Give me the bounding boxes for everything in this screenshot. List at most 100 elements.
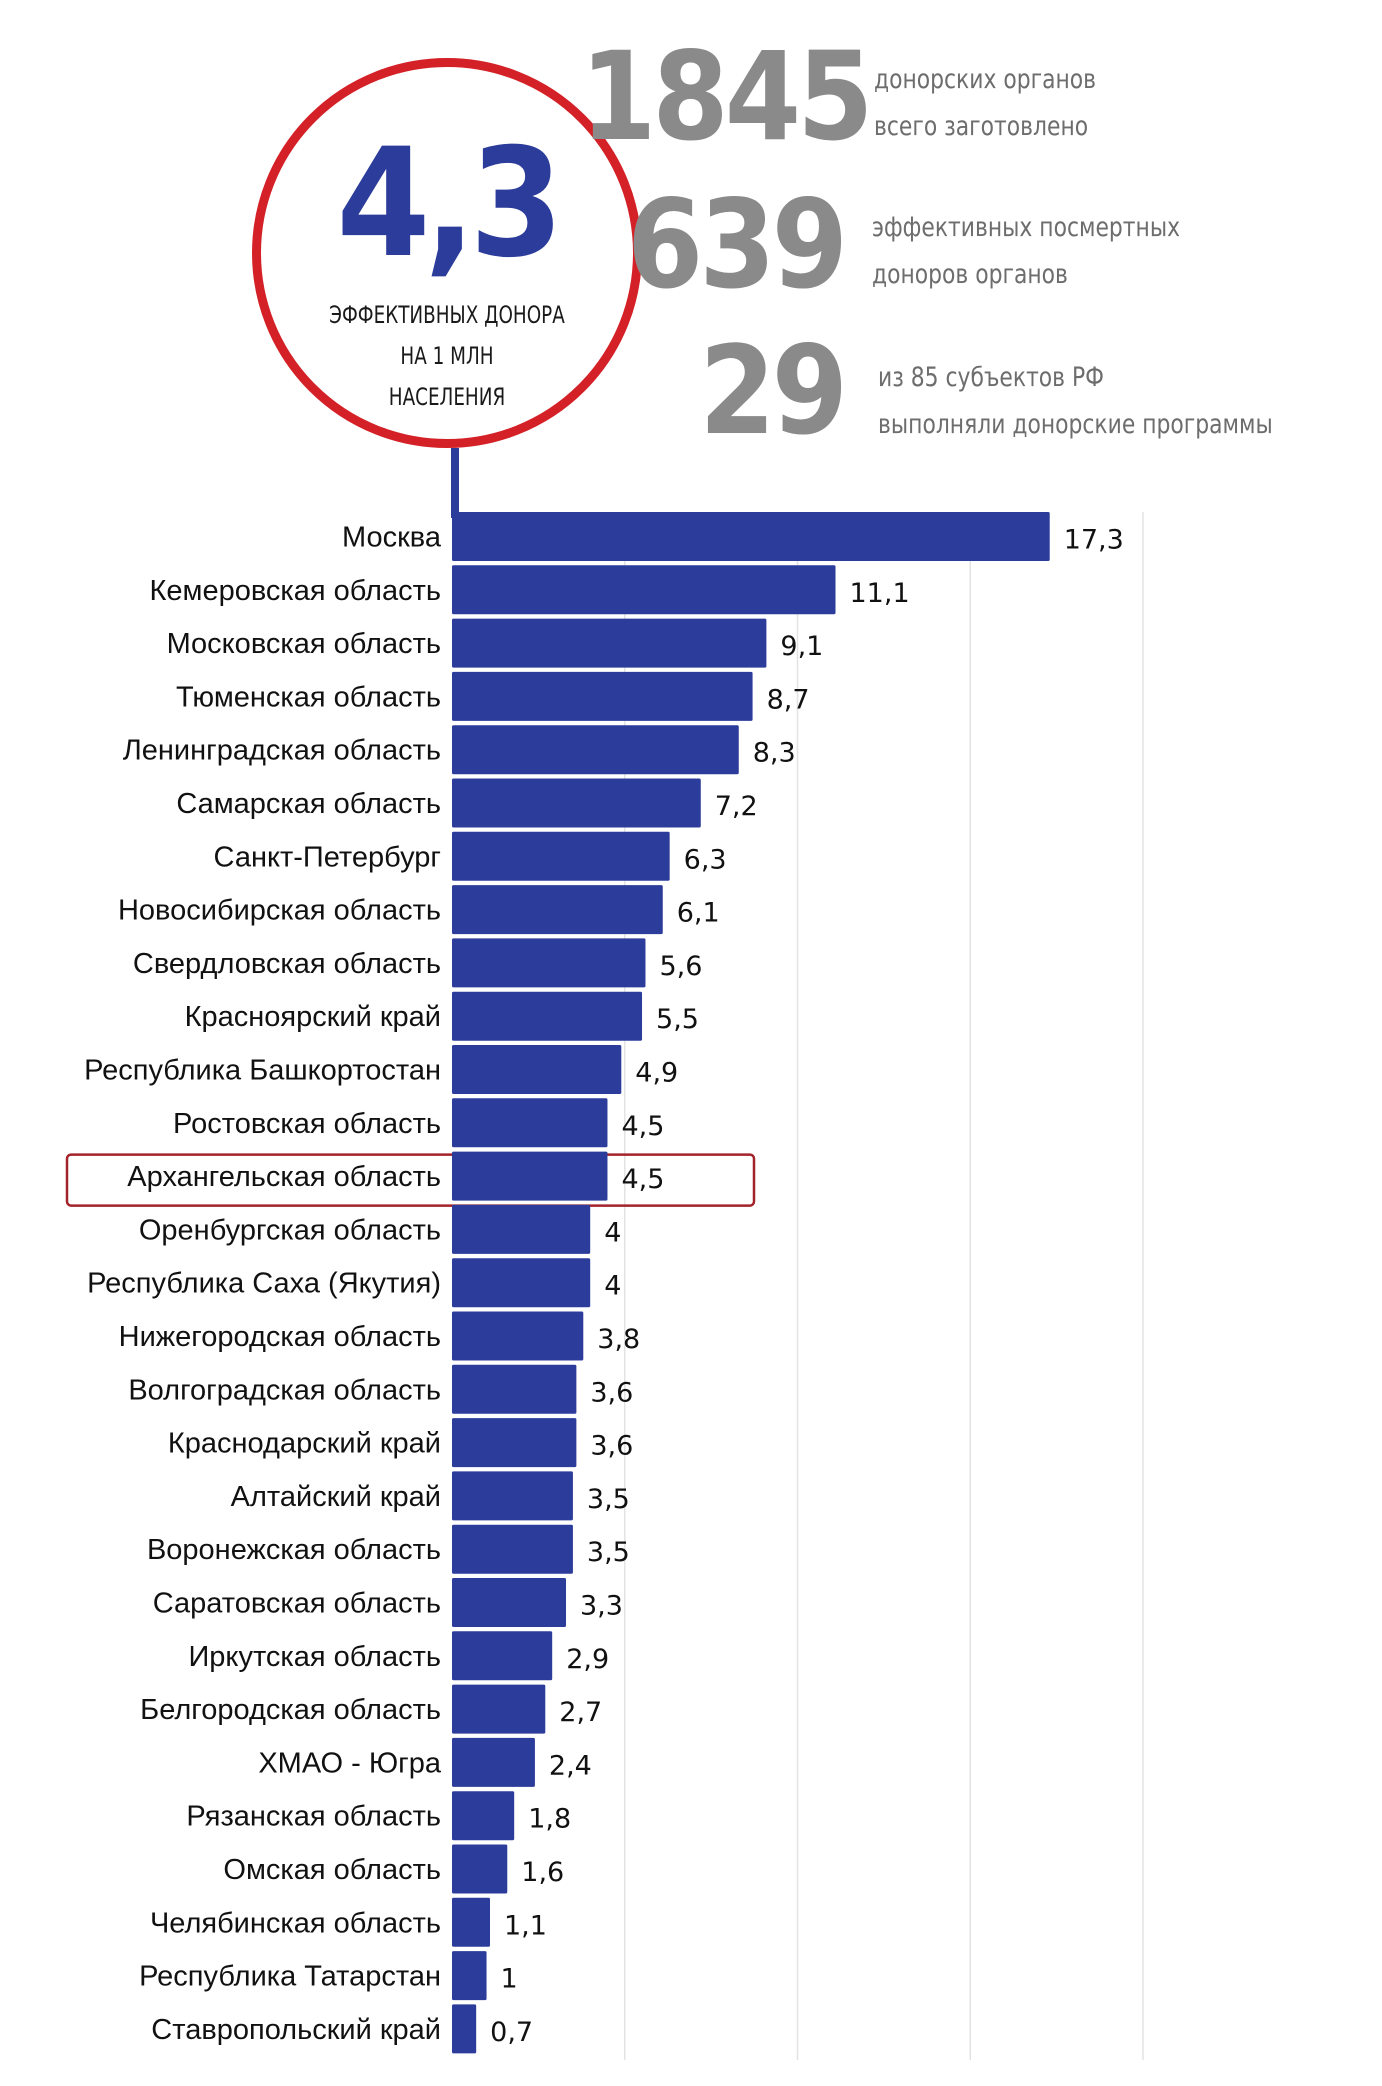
category-label: ХМАО - Югра	[258, 1747, 442, 1779]
category-label: Ставропольский край	[151, 2014, 441, 2046]
bar	[452, 618, 767, 668]
stat-line: донорских органов	[874, 64, 1097, 95]
bar	[452, 1311, 584, 1361]
category-label: Санкт-Петербург	[214, 841, 441, 873]
category-label: Ростовская область	[173, 1108, 441, 1140]
value-label: 3,6	[590, 1377, 633, 1408]
bar	[452, 831, 670, 881]
bar	[452, 938, 646, 988]
value-label: 1	[501, 1964, 518, 1995]
category-label: Республика Башкортостан	[84, 1055, 441, 1087]
headline-circle: 4,3 ЭФФЕКТИВНЫХ ДОНОРА НА 1 МЛН НАСЕЛЕНИ…	[252, 58, 642, 448]
value-label: 4,5	[621, 1111, 664, 1142]
bar	[452, 885, 663, 935]
bar	[452, 1418, 577, 1468]
value-label: 8,7	[767, 684, 810, 715]
category-label: Москва	[342, 522, 442, 554]
value-label: 11,1	[850, 578, 910, 609]
bar	[452, 512, 1050, 561]
stat-line: выполняли донорские программы	[878, 409, 1273, 440]
bar	[452, 1791, 515, 1841]
category-label: Волгоградская область	[128, 1374, 441, 1406]
value-label: 3,8	[597, 1324, 640, 1355]
stat-line: доноров органов	[872, 259, 1068, 290]
bar	[452, 1151, 608, 1201]
category-label: Челябинская область	[150, 1907, 441, 1939]
bar	[452, 2004, 477, 2054]
value-label: 7,2	[715, 791, 758, 822]
bar	[452, 1258, 591, 1308]
value-label: 3,6	[590, 1431, 633, 1462]
category-label: Самарская область	[176, 788, 441, 820]
bar	[452, 1844, 508, 1894]
value-label: 2,9	[566, 1644, 609, 1675]
category-label: Республика Татарстан	[139, 1961, 441, 1993]
value-label: 4,9	[635, 1058, 678, 1089]
bar	[452, 565, 836, 615]
value-label: 4	[604, 1271, 621, 1302]
bar	[452, 778, 701, 828]
stat-line: всего заготовлено	[874, 111, 1089, 142]
category-label: Новосибирская область	[118, 895, 441, 927]
bar	[452, 671, 753, 721]
bar	[452, 1045, 622, 1094]
stat-line: из 85 субъектов РФ	[878, 362, 1104, 393]
bar	[452, 1204, 591, 1254]
category-label: Свердловская область	[133, 948, 441, 980]
value-label: 6,3	[684, 844, 727, 875]
category-label: Нижегородская область	[119, 1321, 441, 1353]
value-label: 5,6	[659, 951, 702, 982]
circle-connector-line	[451, 448, 459, 518]
bar	[452, 725, 739, 775]
headline-value: 4,3	[336, 117, 563, 291]
highlight-box	[65, 1153, 756, 1207]
category-label: Архангельская область	[127, 1161, 441, 1193]
headline-caption: ЭФФЕКТИВНЫХ ДОНОРА НА 1 МЛН НАСЕЛЕНИЯ	[261, 295, 633, 418]
bar	[452, 1471, 573, 1521]
category-label: Алтайский край	[231, 1481, 441, 1513]
headline-caption-line: ЭФФЕКТИВНЫХ ДОНОРА	[329, 301, 565, 329]
value-label: 1,6	[521, 1857, 564, 1888]
category-label: Республика Саха (Якутия)	[87, 1268, 441, 1300]
category-label: Ленинградская область	[123, 735, 441, 767]
bar	[452, 1631, 553, 1681]
stat-text-regions: из 85 субъектов РФ выполняли донорские п…	[878, 354, 1273, 448]
category-label: Тюменская область	[176, 681, 441, 713]
value-label: 3,5	[587, 1484, 630, 1515]
bar	[452, 1578, 567, 1627]
category-label: Саратовская область	[153, 1588, 441, 1620]
value-label: 2,4	[549, 1750, 592, 1781]
stat-line: эффективных посмертных	[872, 212, 1181, 243]
bar	[452, 1684, 546, 1734]
bar	[452, 1737, 535, 1787]
category-label: Краснодарский край	[168, 1428, 441, 1460]
headline-caption-line: НАСЕЛЕНИЯ	[388, 383, 506, 411]
stat-number-organs: 1845	[580, 26, 873, 168]
category-label: Омская область	[223, 1854, 441, 1886]
bars	[452, 512, 1050, 2054]
value-label: 4	[604, 1217, 621, 1248]
value-label: 1,1	[504, 1910, 547, 1941]
value-label: 9,1	[780, 631, 823, 662]
bar	[452, 1364, 577, 1414]
bar	[452, 991, 643, 1041]
stat-number-regions: 29	[699, 320, 848, 462]
bar	[452, 1951, 487, 2001]
category-label: Белгородская область	[140, 1694, 441, 1726]
category-labels: Москва Кемеровская область Московская обла…	[84, 522, 442, 2046]
bar	[452, 1897, 491, 1947]
category-label: Рязанская область	[186, 1801, 441, 1833]
headline-caption-line: НА 1 МЛН	[400, 342, 494, 370]
stat-number-donors: 639	[626, 174, 848, 316]
stat-text-donors: эффективных посмертных доноров органов	[872, 204, 1180, 298]
value-label: 17,3	[1064, 525, 1124, 556]
value-label: 5,5	[656, 1004, 699, 1035]
value-label: 0,7	[490, 2017, 533, 2048]
value-label: 8,3	[753, 738, 796, 769]
bar	[452, 1098, 608, 1148]
category-label: Иркутская область	[188, 1641, 441, 1673]
value-label: 6,1	[677, 898, 720, 929]
value-label: 2,7	[559, 1697, 602, 1728]
